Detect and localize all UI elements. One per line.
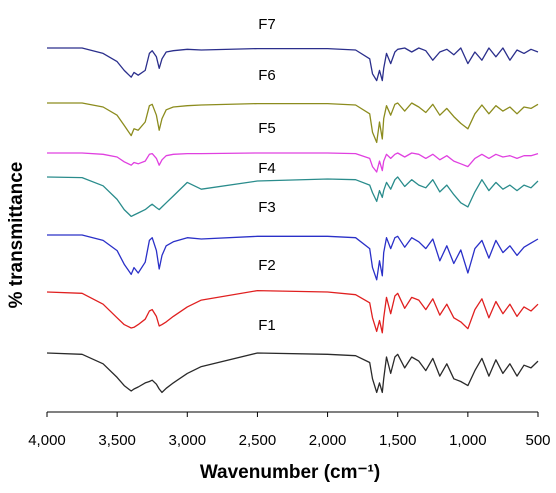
- series-line-f7: [47, 47, 539, 82]
- series-f7: F7: [47, 16, 539, 82]
- series-f2: F2: [46, 257, 539, 334]
- series-label-f7: F7: [258, 16, 276, 33]
- series-label-f2: F2: [258, 257, 276, 274]
- series-group: F7 F6 F5 F4 F3 F2 F1: [46, 16, 539, 394]
- x-tick-label: 3,500: [98, 432, 136, 449]
- series-line-f6: [47, 102, 539, 144]
- series-f6: F6: [47, 67, 539, 144]
- series-label-f5: F5: [258, 120, 276, 137]
- series-f4: F4: [46, 160, 539, 218]
- x-axis-title: Wavenumber (cm⁻¹): [200, 462, 380, 483]
- series-line-f5: [47, 152, 539, 173]
- y-axis-title: % transmittance: [6, 162, 27, 309]
- x-tick-label: 2,000: [309, 432, 347, 449]
- series-label-f3: F3: [258, 199, 276, 216]
- x-tick-label: 500: [525, 432, 550, 449]
- series-f1: F1: [46, 317, 539, 394]
- series-label-f4: F4: [258, 160, 276, 177]
- x-tick-label: 3,000: [169, 432, 207, 449]
- series-line-f1: [46, 352, 539, 394]
- x-tick-label: 4,000: [28, 432, 66, 449]
- series-label-f1: F1: [258, 317, 276, 334]
- series-label-f6: F6: [258, 67, 276, 84]
- series-line-f3: [47, 234, 539, 281]
- series-line-f2: [46, 289, 539, 334]
- series-f5: F5: [47, 120, 539, 173]
- x-tick-label: 1,500: [379, 432, 417, 449]
- x-tick-label: 1,000: [449, 432, 487, 449]
- series-f3: F3: [47, 199, 539, 281]
- series-line-f4: [46, 176, 539, 218]
- x-tick-label: 2,500: [239, 432, 277, 449]
- x-axis: 4,000 3,500 3,000 2,500 2,000 1,500 1,000 500: [28, 411, 551, 449]
